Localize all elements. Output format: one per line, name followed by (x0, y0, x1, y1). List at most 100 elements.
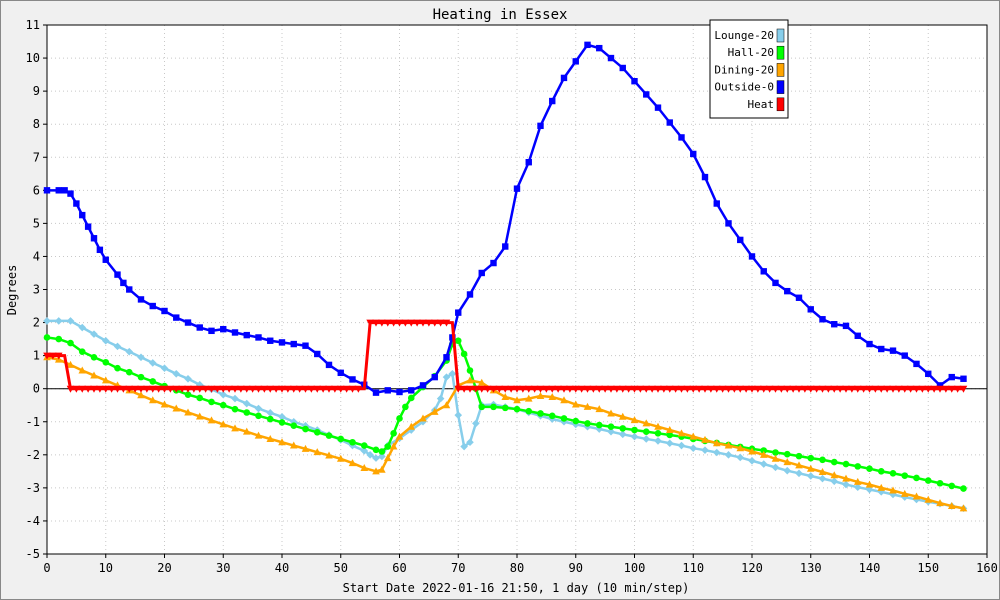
data-point-dining-20 (231, 424, 239, 432)
data-point-heat (589, 385, 598, 393)
data-point-outside-0 (502, 243, 509, 250)
series-outside-0 (43, 41, 967, 396)
data-point-dining-20 (701, 435, 709, 443)
data-point-heat (742, 385, 750, 393)
data-point-outside-0 (243, 331, 250, 339)
data-point-hall-20 (795, 452, 803, 460)
data-point-outside-0 (737, 236, 744, 244)
data-point-outside-0 (889, 347, 897, 354)
data-point-hall-20 (924, 477, 932, 484)
data-point-lounge-20 (436, 394, 445, 403)
data-point-lounge-20 (472, 419, 480, 428)
data-point-heat (924, 385, 933, 393)
data-point-outside-0 (936, 382, 944, 389)
data-point-outside-0 (73, 200, 80, 207)
data-point-heat (842, 385, 850, 393)
data-point-outside-0 (84, 223, 92, 230)
data-point-hall-20 (396, 415, 403, 422)
data-point-heat (254, 385, 263, 393)
data-point-heat (959, 385, 968, 393)
data-point-outside-0 (960, 375, 967, 382)
x-tick-label: 50 (334, 561, 348, 575)
data-point-dining-20 (90, 371, 98, 379)
data-point-dining-20 (830, 471, 839, 479)
data-point-heat (830, 385, 839, 393)
data-point-hall-20 (313, 429, 321, 436)
data-point-lounge-20 (466, 438, 474, 447)
data-point-outside-0 (290, 340, 297, 348)
legend-swatch (776, 45, 785, 60)
data-point-hall-20 (378, 448, 386, 455)
data-point-hall-20 (266, 415, 274, 423)
legend-swatch (776, 80, 785, 94)
data-point-lounge-20 (266, 409, 275, 417)
data-point-lounge-20 (583, 422, 592, 431)
data-point-heat (272, 385, 280, 393)
data-point-outside-0 (196, 324, 203, 331)
data-point-hall-20 (196, 394, 204, 402)
data-point-outside-0 (772, 279, 779, 287)
data-point-lounge-20 (842, 480, 850, 489)
data-point-heat (795, 385, 803, 393)
data-point-outside-0 (784, 287, 791, 295)
data-point-hall-20 (783, 450, 791, 458)
data-point-outside-0 (255, 334, 262, 341)
x-axis-label: Start Date 2022-01-16 21:50, 1 day (10 m… (343, 581, 690, 595)
data-point-lounge-20 (219, 390, 228, 399)
data-point-hall-20 (407, 394, 415, 402)
data-point-lounge-20 (795, 469, 803, 478)
y-axis-label: Degrees (5, 265, 19, 316)
data-point-hall-20 (384, 443, 392, 450)
data-point-heat (413, 319, 421, 327)
data-point-hall-20 (619, 425, 627, 432)
data-point-heat (49, 352, 57, 360)
data-point-outside-0 (913, 360, 920, 368)
chart-title: Heating in Essex (433, 7, 568, 23)
data-point-heat (501, 385, 510, 393)
data-point-dining-20 (618, 412, 627, 420)
data-point-dining-20 (219, 420, 228, 428)
data-point-lounge-20 (90, 330, 98, 338)
data-point-dining-20 (795, 461, 803, 469)
data-point-heat (859, 385, 868, 393)
data-point-heat (207, 385, 216, 393)
data-point-heat (289, 385, 298, 393)
data-point-lounge-20 (630, 432, 639, 441)
data-point-dining-20 (607, 409, 615, 417)
data-point-dining-20 (513, 396, 521, 404)
data-point-heat (595, 385, 604, 393)
data-point-hall-20 (125, 368, 133, 376)
data-point-heat (372, 319, 380, 327)
data-point-heat (489, 385, 498, 393)
data-point-heat (806, 385, 815, 393)
data-point-outside-0 (126, 286, 133, 293)
data-point-heat (571, 385, 580, 393)
data-point-dining-20 (806, 464, 815, 472)
y-tick-label: -1 (26, 415, 40, 429)
data-point-outside-0 (678, 134, 685, 141)
data-point-heat (613, 385, 621, 393)
data-point-heat (242, 385, 251, 393)
data-point-outside-0 (560, 74, 568, 82)
data-point-heat (336, 385, 345, 393)
data-point-dining-20 (571, 400, 580, 408)
data-point-heat (143, 385, 151, 393)
data-point-outside-0 (666, 119, 673, 126)
data-point-heat (430, 319, 439, 327)
data-point-heat (583, 385, 592, 393)
data-point-outside-0 (525, 159, 532, 166)
data-point-hall-20 (390, 430, 397, 437)
data-point-heat (442, 319, 451, 327)
data-point-dining-20 (630, 416, 639, 424)
data-point-heat (771, 385, 780, 393)
data-point-outside-0 (278, 339, 286, 346)
data-point-heat (718, 385, 727, 393)
data-point-heat (113, 385, 122, 393)
data-point-heat (454, 385, 463, 393)
data-point-dining-20 (372, 467, 380, 475)
data-point-heat (354, 385, 363, 393)
data-point-heat (695, 385, 703, 393)
data-point-hall-20 (913, 474, 920, 482)
data-point-hall-20 (901, 472, 909, 479)
data-point-heat (54, 352, 63, 360)
